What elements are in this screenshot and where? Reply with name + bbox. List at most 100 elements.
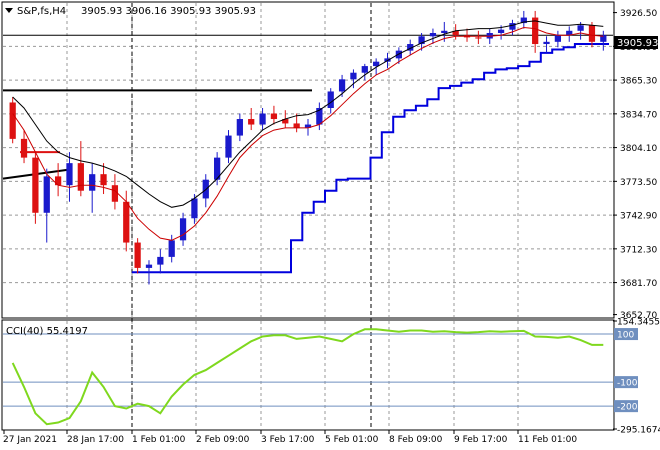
candle (145, 260, 153, 285)
cci-line (11, 328, 604, 426)
candle (236, 113, 243, 142)
candle-body (43, 176, 50, 213)
candle (32, 152, 39, 224)
candle (54, 163, 62, 197)
candle (566, 26, 573, 42)
y-tick-label: 3926.50 (620, 9, 657, 19)
candle-body (532, 17, 539, 45)
candle (293, 113, 300, 133)
price-badge-box (614, 36, 658, 49)
candle (66, 152, 73, 202)
candle-body (497, 29, 505, 33)
candle-body (191, 198, 198, 219)
y-tick-label: 3834.70 (620, 110, 657, 120)
candle-body (248, 119, 255, 125)
candle-body (100, 174, 107, 186)
x-tick-label: 2 Feb 09:00 (196, 435, 250, 445)
cci-level-lines (3, 333, 613, 407)
candle-body (89, 174, 96, 191)
candle (304, 119, 312, 136)
candle (600, 30, 607, 51)
symbol-label: S&P,fs,H4 (17, 6, 66, 17)
x-tick-label: 1 Feb 01:00 (132, 435, 186, 445)
price-badge: 3905.93 (617, 38, 658, 49)
candle-body (9, 102, 16, 139)
ma-slow-line (12, 20, 604, 208)
cci-tick-label: -200 (617, 403, 638, 413)
ohlc-label: 3905.93 3906.16 3905.93 3905.93 (81, 6, 256, 17)
candle (452, 24, 459, 40)
candle (554, 30, 562, 48)
candle-body (282, 119, 289, 124)
candle-body (373, 61, 380, 67)
x-tick-label: 9 Feb 17:00 (454, 435, 508, 445)
candle-body (293, 123, 300, 128)
candle-body (157, 256, 164, 265)
y-tick-label: 3681.70 (620, 279, 657, 289)
indicator-label: CCI(40) 55.4197 (6, 326, 88, 337)
price-panel (1, 1, 615, 319)
candle-body (66, 163, 73, 186)
candle (157, 249, 164, 274)
x-tick-label: 27 Jan 2021 (3, 435, 57, 445)
candle-body (554, 35, 562, 42)
candle (179, 212, 187, 246)
candle (350, 69, 357, 89)
candle-body (168, 240, 175, 257)
collapse-triangle-icon[interactable] (5, 8, 13, 13)
candle (89, 163, 96, 213)
ma-fast-line (12, 26, 604, 241)
candle-body (429, 32, 437, 37)
candle-body (509, 23, 516, 30)
candle (248, 107, 255, 131)
candle (111, 174, 119, 210)
candle-body (214, 157, 221, 180)
candle-body (600, 35, 607, 42)
candle (509, 19, 516, 36)
candle (43, 168, 50, 243)
x-tick-label: 3 Feb 17:00 (261, 435, 315, 445)
candle-body (418, 36, 425, 45)
candle-body (270, 113, 278, 120)
candle (429, 28, 437, 45)
y-axis-ticks: 3926.503895.903865.303834.703804.103773.… (613, 9, 657, 321)
candle-body (225, 135, 232, 158)
candle (475, 30, 482, 45)
candle-body (350, 72, 357, 80)
candle-body (577, 25, 584, 31)
candle (259, 107, 266, 131)
candle (577, 21, 584, 40)
candle-body (361, 66, 368, 73)
candle-body (588, 25, 596, 42)
candle-body (316, 107, 323, 125)
candle-body (543, 41, 550, 45)
cci-tick-label: -100 (617, 379, 638, 389)
candle-body (134, 242, 141, 268)
candle-body (452, 30, 459, 36)
lower-band-path (131, 43, 609, 274)
candle (123, 190, 130, 252)
cci-level-badge (614, 376, 638, 389)
y-tick-label: 3865.30 (620, 77, 657, 87)
candle (214, 152, 221, 186)
candle-body (338, 79, 346, 92)
grid-lines (3, 3, 613, 429)
candle-body (327, 91, 334, 108)
cci-tick-label: 100 (617, 331, 634, 341)
y-tick-label: 3712.30 (620, 245, 657, 255)
candle (270, 105, 278, 125)
candle (100, 163, 107, 195)
moving-averages (12, 20, 604, 241)
candle-body (54, 176, 62, 186)
candle (543, 36, 550, 53)
candle-body (520, 17, 527, 24)
candle-body (111, 185, 119, 202)
candle (77, 141, 84, 197)
candle (532, 10, 539, 53)
cci-tick-label: -295.1674 (617, 425, 660, 435)
candle-body (475, 37, 482, 39)
candle-body (123, 201, 130, 243)
candle (9, 96, 16, 144)
y-tick-label: 3742.90 (620, 212, 657, 222)
cci-y-axis-ticks: 154.3455 100 -100 -200 -295.1674 (613, 318, 660, 435)
